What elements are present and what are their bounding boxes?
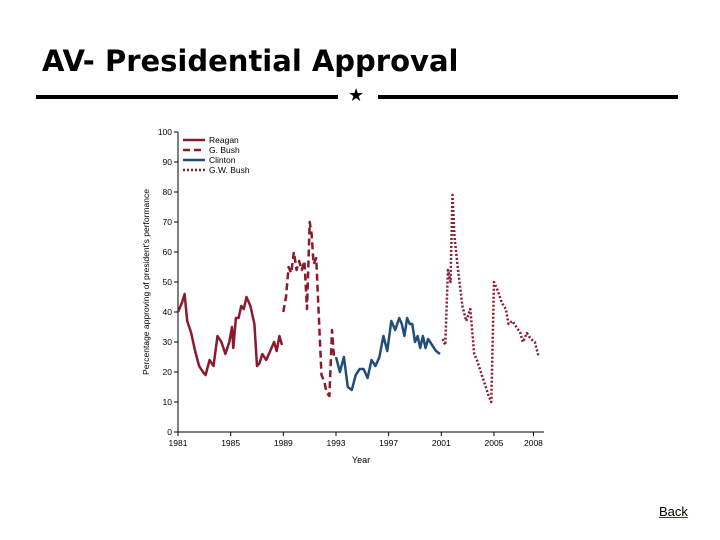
y-axis-label: Percentage approving of president's perf… <box>141 189 151 375</box>
series-line-g-bush <box>282 220 336 398</box>
y-tick-label: 70 <box>163 217 173 227</box>
slide-title: AV- Presidential Approval <box>42 44 459 78</box>
x-tick-label: 1985 <box>221 438 240 448</box>
series-layer <box>176 193 540 404</box>
x-tick-label: 1993 <box>327 438 346 448</box>
y-tick-label: 0 <box>167 427 172 437</box>
star-icon: ★ <box>348 85 365 106</box>
legend-label: G. Bush <box>209 145 240 155</box>
x-tick-label: 2008 <box>524 438 543 448</box>
y-tick-label: 80 <box>163 187 173 197</box>
y-tick-label: 10 <box>163 397 173 407</box>
legend-label: Reagan <box>209 135 239 145</box>
x-tick-label: 1997 <box>379 438 398 448</box>
x-tick-label: 2005 <box>485 438 504 448</box>
y-tick-label: 20 <box>163 367 173 377</box>
y-tick-label: 30 <box>163 337 173 347</box>
y-tick-label: 90 <box>163 157 173 167</box>
series-line-clinton <box>334 316 441 392</box>
back-link[interactable]: Back <box>659 504 688 519</box>
series-line-g-w-bush <box>441 193 540 404</box>
x-ticks: 1981 1985 1989 1993 1997 2001 2005 2008 <box>169 432 543 448</box>
y-tick-label: 100 <box>158 127 172 137</box>
y-tick-label: 40 <box>163 307 173 317</box>
x-tick-label: 1981 <box>169 438 188 448</box>
x-tick-label: 1989 <box>274 438 293 448</box>
title-divider-left <box>36 95 338 99</box>
legend-label: G.W. Bush <box>209 165 250 175</box>
title-divider-right <box>378 95 678 99</box>
y-tick-label: 50 <box>163 277 173 287</box>
series-line-reagan <box>176 292 284 377</box>
legend-label: Clinton <box>209 155 236 165</box>
x-tick-label: 2001 <box>432 438 451 448</box>
y-ticks: 0 10 20 30 40 50 60 70 80 90 100 <box>158 127 178 437</box>
y-tick-label: 60 <box>163 247 173 257</box>
x-axis-label: Year <box>352 455 370 465</box>
